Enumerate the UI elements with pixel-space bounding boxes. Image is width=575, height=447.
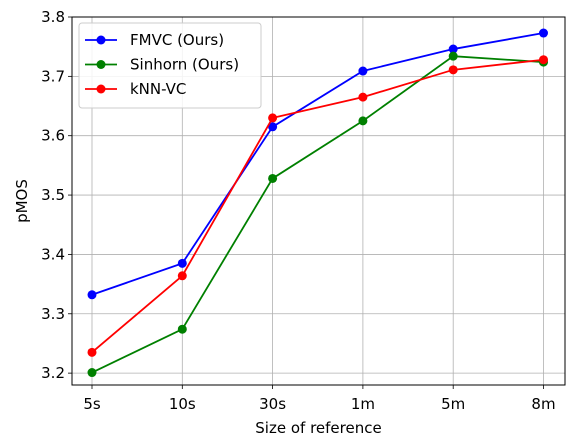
legend-marker [96,84,106,94]
y-tick-label: 3.2 [41,364,65,382]
data-point-fmvc-ours [539,28,548,38]
data-point-sinhorn-ours [448,51,458,61]
data-point-fmvc-ours [268,122,278,132]
legend-marker [96,35,106,45]
data-point-knn-vc [539,55,548,65]
legend: FMVC (Ours) Sinhorn (Ours) kNN-VC [78,22,262,109]
data-point-knn-vc [448,65,458,75]
data-point-fmvc-ours [87,290,97,300]
legend-label: kNN-VC [130,80,186,98]
data-point-fmvc-ours [358,66,368,76]
series-line-sinhorn-ours [91,55,544,374]
x-tick-label: 5m [441,395,465,413]
x-tick-label: 30s [259,395,286,413]
data-point-fmvc-ours [177,258,187,268]
ticks: 5s 10s 30s 1m 5m 8m 3.2 3.3 3.4 3.5 3.6 3.7 3.8 [41,8,555,413]
legend-label: Sinhorn (Ours) [130,56,239,74]
legend-label: FMVC (Ours) [130,31,224,49]
series-layer [87,28,548,378]
x-tick-label: 8m [531,395,555,413]
x-tick-label: 10s [169,395,196,413]
plot-frame [71,16,566,386]
legend-marker [96,60,106,69]
data-point-sinhorn-ours [268,173,278,183]
data-point-sinhorn-ours [358,116,368,126]
data-point-fmvc-ours [448,44,458,54]
data-point-sinhorn-ours [87,368,97,378]
data-point-knn-vc [358,92,368,102]
series-line-fmvc-ours [91,32,544,296]
x-axis-label: Size of reference [255,419,381,437]
data-point-knn-vc [177,271,187,281]
x-tick-label: 1m [351,395,375,413]
x-tick-label: 5s [83,395,101,413]
y-tick-label: 3.6 [41,127,65,145]
y-tick-label: 3.5 [41,186,65,204]
y-axis-label: pMOS [13,179,31,223]
y-tick-label: 3.4 [41,245,65,263]
data-point-knn-vc [87,347,97,357]
y-tick-label: 3.3 [41,305,65,323]
y-tick-label: 3.8 [41,8,65,26]
data-point-knn-vc [268,113,278,123]
y-tick-label: 3.7 [41,67,65,85]
series-line-knn-vc [91,58,544,354]
data-point-sinhorn-ours [177,324,187,334]
legend-box [78,22,262,109]
